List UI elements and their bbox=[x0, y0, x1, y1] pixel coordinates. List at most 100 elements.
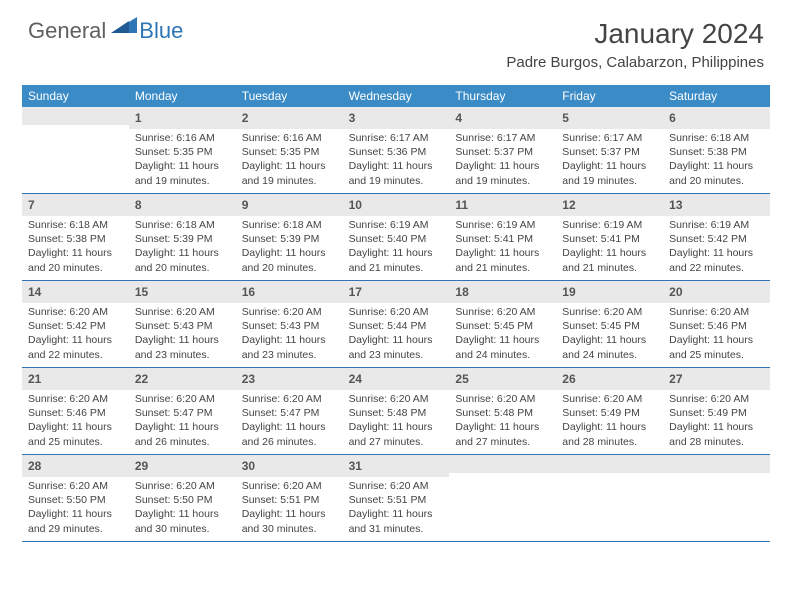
day-number: 9 bbox=[242, 198, 249, 212]
sunrise-text: Sunrise: 6:18 AM bbox=[135, 218, 230, 232]
logo-text-general: General bbox=[28, 18, 106, 44]
day-number: 17 bbox=[349, 285, 362, 299]
day-number: 2 bbox=[242, 111, 249, 125]
day-number-row: 12 bbox=[556, 194, 663, 216]
day-number: 13 bbox=[669, 198, 682, 212]
calendar-day-cell: 9Sunrise: 6:18 AMSunset: 5:39 PMDaylight… bbox=[236, 194, 343, 280]
sunset-text: Sunset: 5:42 PM bbox=[28, 319, 123, 333]
daylight-text: Daylight: 11 hours and 21 minutes. bbox=[455, 246, 550, 274]
day-content: Sunrise: 6:20 AMSunset: 5:49 PMDaylight:… bbox=[556, 390, 663, 453]
daylight-text: Daylight: 11 hours and 26 minutes. bbox=[135, 420, 230, 448]
day-content: Sunrise: 6:19 AMSunset: 5:41 PMDaylight:… bbox=[449, 216, 556, 279]
weekday-header: Wednesday bbox=[343, 85, 450, 107]
calendar-day-cell: 29Sunrise: 6:20 AMSunset: 5:50 PMDayligh… bbox=[129, 455, 236, 541]
daylight-text: Daylight: 11 hours and 19 minutes. bbox=[455, 159, 550, 187]
day-number-row: 22 bbox=[129, 368, 236, 390]
daylight-text: Daylight: 11 hours and 23 minutes. bbox=[242, 333, 337, 361]
calendar-day-cell: 4Sunrise: 6:17 AMSunset: 5:37 PMDaylight… bbox=[449, 107, 556, 193]
sunrise-text: Sunrise: 6:18 AM bbox=[28, 218, 123, 232]
day-content: Sunrise: 6:20 AMSunset: 5:48 PMDaylight:… bbox=[343, 390, 450, 453]
day-number: 4 bbox=[455, 111, 462, 125]
day-number-row: 30 bbox=[236, 455, 343, 477]
sunrise-text: Sunrise: 6:20 AM bbox=[349, 479, 444, 493]
calendar-day-cell: 24Sunrise: 6:20 AMSunset: 5:48 PMDayligh… bbox=[343, 368, 450, 454]
day-number: 28 bbox=[28, 459, 41, 473]
day-number-row: 8 bbox=[129, 194, 236, 216]
sunrise-text: Sunrise: 6:20 AM bbox=[562, 392, 657, 406]
day-number: 6 bbox=[669, 111, 676, 125]
sunset-text: Sunset: 5:40 PM bbox=[349, 232, 444, 246]
daylight-text: Daylight: 11 hours and 24 minutes. bbox=[455, 333, 550, 361]
month-title: January 2024 bbox=[506, 18, 764, 50]
calendar-day-cell bbox=[449, 455, 556, 541]
calendar-day-cell: 19Sunrise: 6:20 AMSunset: 5:45 PMDayligh… bbox=[556, 281, 663, 367]
day-number: 14 bbox=[28, 285, 41, 299]
sunrise-text: Sunrise: 6:20 AM bbox=[28, 392, 123, 406]
calendar-day-cell: 12 Sunrise: 6:19 AMSunset: 5:41 PMDayligh… bbox=[556, 194, 663, 280]
calendar-day-cell: 1 Sunrise: 6:16 AMSunset: 5:35 PMDaylight… bbox=[129, 107, 236, 193]
sunrise-text: Sunrise: 6:20 AM bbox=[242, 305, 337, 319]
sunrise-text: Sunrise: 6:20 AM bbox=[135, 305, 230, 319]
sunrise-text: Sunrise: 6:20 AM bbox=[135, 479, 230, 493]
sunrise-text: Sunrise: 6:19 AM bbox=[562, 218, 657, 232]
sunset-text: Sunset: 5:38 PM bbox=[28, 232, 123, 246]
day-number-row: 7 bbox=[22, 194, 129, 216]
day-content: Sunrise: 6:20 AMSunset: 5:44 PMDaylight:… bbox=[343, 303, 450, 366]
calendar-day-cell: 20Sunrise: 6:20 AMSunset: 5:46 PMDayligh… bbox=[663, 281, 770, 367]
sunset-text: Sunset: 5:39 PM bbox=[135, 232, 230, 246]
calendar-day-cell: 2Sunrise: 6:16 AMSunset: 5:35 PMDaylight… bbox=[236, 107, 343, 193]
calendar-day-cell: 21Sunrise: 6:20 AMSunset: 5:46 PMDayligh… bbox=[22, 368, 129, 454]
calendar-day-cell: 17 Sunrise: 6:20 AMSunset: 5:44 PMDayligh… bbox=[343, 281, 450, 367]
day-number-row: 5 bbox=[556, 107, 663, 129]
daylight-text: Daylight: 11 hours and 27 minutes. bbox=[349, 420, 444, 448]
day-content: Sunrise: 6:17 AMSunset: 5:36 PMDaylight:… bbox=[343, 129, 450, 192]
day-number: 26 bbox=[562, 372, 575, 386]
day-number: 12 bbox=[562, 198, 575, 212]
day-number-row bbox=[449, 455, 556, 473]
day-number-row: 11 bbox=[449, 194, 556, 216]
daylight-text: Daylight: 11 hours and 27 minutes. bbox=[455, 420, 550, 448]
sunset-text: Sunset: 5:36 PM bbox=[349, 145, 444, 159]
daylight-text: Daylight: 11 hours and 26 minutes. bbox=[242, 420, 337, 448]
day-number: 1 bbox=[135, 111, 142, 125]
day-content: Sunrise: 6:19 AMSunset: 5:41 PMDaylight:… bbox=[556, 216, 663, 279]
sunset-text: Sunset: 5:39 PM bbox=[242, 232, 337, 246]
sunset-text: Sunset: 5:47 PM bbox=[135, 406, 230, 420]
daylight-text: Daylight: 11 hours and 25 minutes. bbox=[28, 420, 123, 448]
calendar-grid: Sunday Monday Tuesday Wednesday Thursday… bbox=[22, 85, 770, 542]
sunrise-text: Sunrise: 6:20 AM bbox=[669, 305, 764, 319]
sunrise-text: Sunrise: 6:18 AM bbox=[242, 218, 337, 232]
sunset-text: Sunset: 5:38 PM bbox=[669, 145, 764, 159]
day-number-row: 21 bbox=[22, 368, 129, 390]
sunrise-text: Sunrise: 6:20 AM bbox=[349, 392, 444, 406]
daylight-text: Daylight: 11 hours and 19 minutes. bbox=[135, 159, 230, 187]
day-content: Sunrise: 6:20 AMSunset: 5:48 PMDaylight:… bbox=[449, 390, 556, 453]
sunset-text: Sunset: 5:50 PM bbox=[28, 493, 123, 507]
day-content: Sunrise: 6:17 AMSunset: 5:37 PMDaylight:… bbox=[556, 129, 663, 192]
weekday-header: Sunday bbox=[22, 85, 129, 107]
daylight-text: Daylight: 11 hours and 31 minutes. bbox=[349, 507, 444, 535]
sunrise-text: Sunrise: 6:17 AM bbox=[455, 131, 550, 145]
day-number: 7 bbox=[28, 198, 35, 212]
weekday-header: Tuesday bbox=[236, 85, 343, 107]
logo-text-blue: Blue bbox=[139, 18, 183, 44]
daylight-text: Daylight: 11 hours and 28 minutes. bbox=[562, 420, 657, 448]
sunset-text: Sunset: 5:47 PM bbox=[242, 406, 337, 420]
calendar-day-cell: 26 Sunrise: 6:20 AMSunset: 5:49 PMDayligh… bbox=[556, 368, 663, 454]
day-content: Sunrise: 6:20 AMSunset: 5:49 PMDaylight:… bbox=[663, 390, 770, 453]
day-number-row bbox=[22, 107, 129, 125]
sunrise-text: Sunrise: 6:17 AM bbox=[562, 131, 657, 145]
day-content: Sunrise: 6:20 AMSunset: 5:51 PMDaylight:… bbox=[343, 477, 450, 540]
daylight-text: Daylight: 11 hours and 19 minutes. bbox=[562, 159, 657, 187]
sunset-text: Sunset: 5:51 PM bbox=[242, 493, 337, 507]
daylight-text: Daylight: 11 hours and 24 minutes. bbox=[562, 333, 657, 361]
day-content: Sunrise: 6:20 AMSunset: 5:43 PMDaylight:… bbox=[129, 303, 236, 366]
sunrise-text: Sunrise: 6:16 AM bbox=[242, 131, 337, 145]
sunrise-text: Sunrise: 6:19 AM bbox=[669, 218, 764, 232]
day-number-row: 28 bbox=[22, 455, 129, 477]
calendar-week-row: 21Sunrise: 6:20 AMSunset: 5:46 PMDayligh… bbox=[22, 368, 770, 455]
day-number-row: 19 bbox=[556, 281, 663, 303]
day-content: Sunrise: 6:20 AMSunset: 5:42 PMDaylight:… bbox=[22, 303, 129, 366]
day-content: Sunrise: 6:16 AMSunset: 5:35 PMDaylight:… bbox=[129, 129, 236, 192]
calendar-week-row: 14Sunrise: 6:20 AMSunset: 5:42 PMDayligh… bbox=[22, 281, 770, 368]
